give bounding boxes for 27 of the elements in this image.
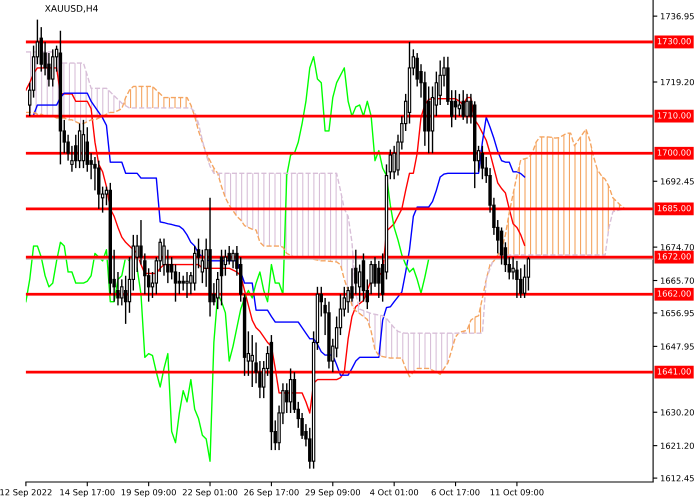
y-tick-label: 1674.70 [660,244,694,250]
x-tick-label: 11 Oct 09:00 [490,489,544,496]
ref-line-label: 1685.00 [658,205,691,212]
x-tick-label: 26 Sep 17:00 [244,489,299,498]
y-tick-label: 1665.70 [660,278,694,284]
y-tick-label: 1719.20 [660,78,694,86]
x-tick-label: 4 Oct 01:00 [370,489,418,496]
y-tick-label: 1692.45 [660,178,694,185]
y-tick-label: 1621.20 [660,442,694,449]
chart-title: XAUUSD,H4 [44,4,98,13]
x-tick-label: 29 Sep 09:00 [306,489,360,498]
ref-line-label: 1641.00 [658,368,691,375]
y-tick-label: 1612.45 [660,475,694,482]
y-tick-label: 1656.95 [660,310,694,316]
ref-line-label: 1710.00 [658,112,691,119]
x-tick-label: 14 Sep 17:00 [60,489,115,498]
x-tick-label: 12 Sep 2022 [0,489,52,498]
ref-line-label: 1662.00 [658,290,691,297]
ref-line-label: 1700.00 [658,149,691,156]
ref-line-label: 1730.00 [658,38,691,44]
y-tick-label: 1647.95 [660,343,694,350]
x-tick-label: 22 Sep 01:00 [182,489,238,498]
y-tick-label: 1630.20 [660,409,694,416]
x-tick-label: 19 Sep 09:00 [122,489,176,498]
x-tick-label: 6 Oct 17:00 [432,489,480,496]
y-tick-label: 1736.95 [660,13,694,20]
ref-line-label: 1672.00 [658,253,691,260]
